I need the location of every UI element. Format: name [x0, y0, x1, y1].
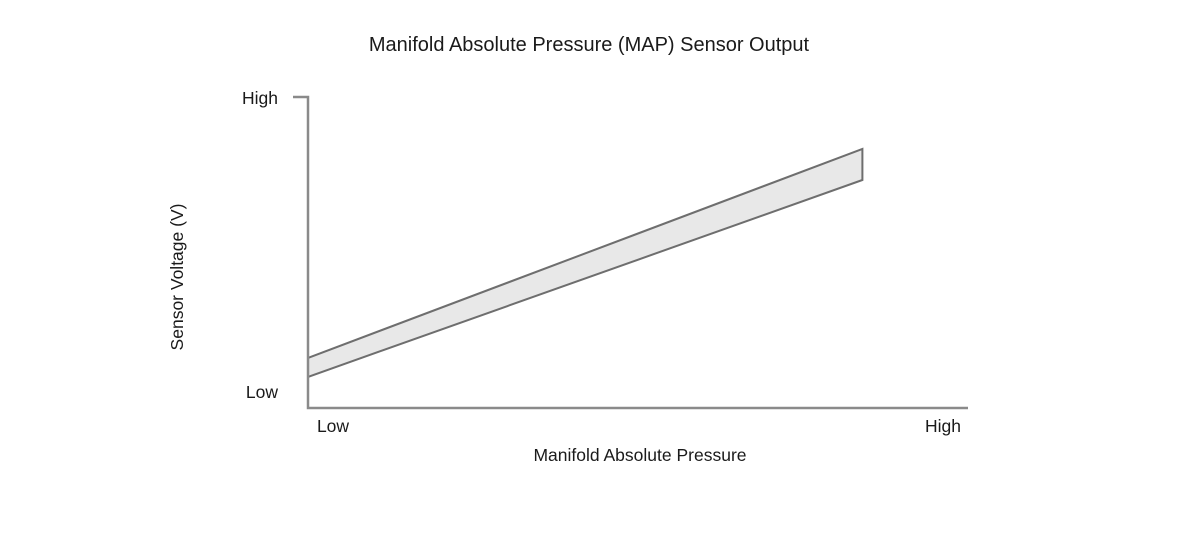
y-axis-tick-low: Low: [246, 382, 278, 402]
tolerance-band: [307, 147, 864, 379]
x-axis-tick-low: Low: [317, 416, 349, 436]
axes-line: [293, 95, 968, 410]
y-axis-tick-high: High: [242, 88, 278, 108]
y-axis-title: Sensor Voltage (V): [167, 204, 187, 351]
chart-title: Manifold Absolute Pressure (MAP) Sensor …: [369, 34, 810, 56]
x-axis-tick-high: High: [925, 416, 961, 436]
x-axis-title: Manifold Absolute Pressure: [533, 445, 746, 465]
